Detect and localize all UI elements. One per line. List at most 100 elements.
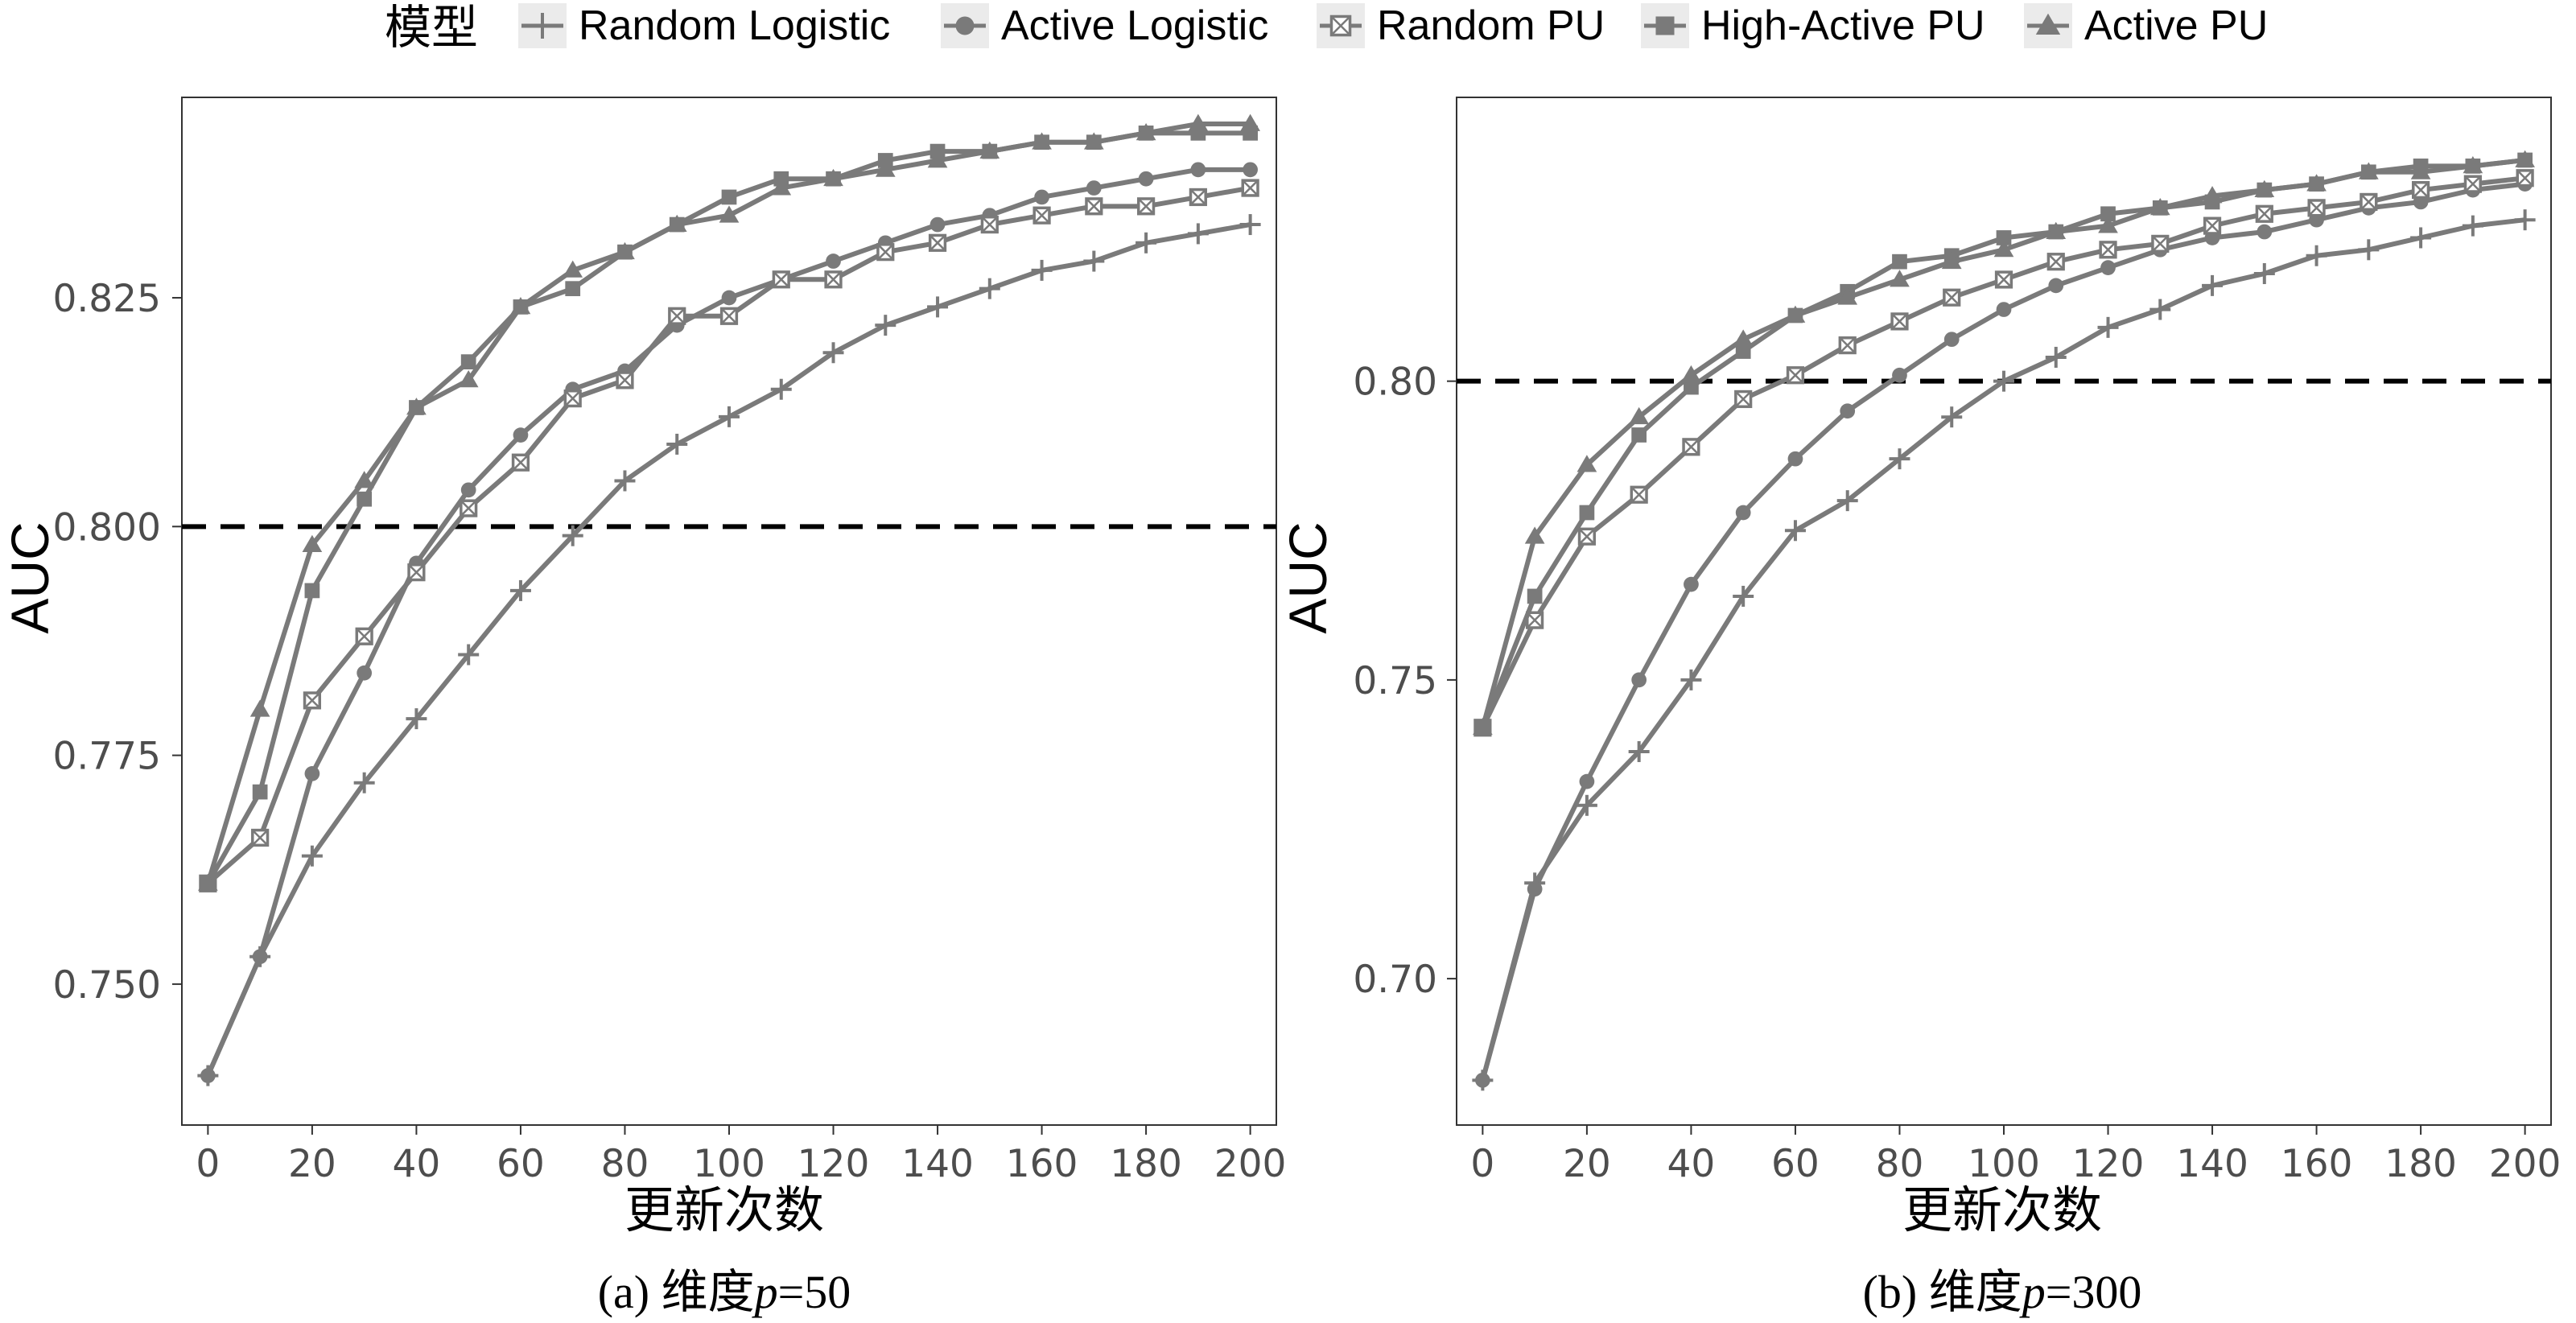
panel-b-point-active-pu	[1681, 365, 1701, 383]
panel-b-x-tick-label: 20	[1563, 1142, 1611, 1186]
panel-b-point-active-pu	[2358, 162, 2379, 179]
panel-b-point-random-logistic	[1733, 585, 1754, 607]
panel-b-point-active-pu	[2515, 150, 2535, 167]
panel-b-x-tick-label: 60	[1771, 1142, 1820, 1186]
panel-a-point-random-logistic	[301, 845, 323, 867]
panel-a-point-active-logistic	[1243, 162, 1258, 178]
panel-b-point-random-logistic	[1628, 740, 1650, 762]
panel-b-point-active-logistic	[1579, 773, 1595, 789]
panel-a-point-active-pu	[823, 168, 843, 187]
panel-a-plot-area: 0.750 0.775 0.800 0.825 0 20 40 60 80 100 120 140 16…	[52, 97, 1286, 1186]
panel-b-point-active-pu	[1785, 305, 1806, 323]
panel-a-point-random-pu	[876, 243, 895, 262]
panel-b-point-random-logistic	[2202, 274, 2224, 296]
panel-b-x-tick-label: 120	[2072, 1142, 2145, 1186]
panel-a-y-tick-label: 0.775	[52, 735, 161, 779]
panel-b-point-random-pu	[1577, 527, 1597, 546]
panel-a-caption-suffix: =50	[778, 1266, 851, 1318]
panel-a-point-random-pu	[460, 499, 478, 517]
panel-b-x-tick-label: 200	[2489, 1142, 2562, 1186]
panel-a-point-high-active-pu	[252, 784, 268, 800]
panel-b-point-active-pu	[1629, 406, 1650, 425]
panel-b-point-active-pu	[1577, 455, 1597, 472]
panel-b-y-tick-label: 0.80	[1353, 361, 1437, 405]
panel-b-point-random-logistic	[2410, 227, 2432, 249]
legend-item-random-pu: Random PU	[1317, 2, 1605, 49]
panel-a-point-active-pu	[1240, 113, 1260, 131]
panel-a-point-high-active-pu	[460, 354, 476, 369]
panel-a-point-random-logistic	[770, 378, 792, 400]
panel-b-point-active-logistic	[1527, 881, 1543, 897]
panel-a-x-tick-label: 120	[798, 1142, 870, 1186]
panel-a-point-active-pu	[666, 214, 687, 232]
panel-a-point-random-logistic	[1136, 232, 1157, 253]
panel-a-point-high-active-pu	[721, 189, 737, 205]
panel-a-point-active-logistic	[357, 665, 373, 681]
panel-b-point-high-active-pu	[1735, 344, 1751, 359]
panel-a-point-random-pu	[980, 215, 999, 234]
panel-a-x-axis-title: 更新次数	[624, 1181, 824, 1239]
panel-a-y-axis-title: AUC	[0, 521, 60, 633]
panel-a-point-high-active-pu	[357, 491, 373, 507]
panel-b-point-random-pu	[2411, 180, 2430, 200]
panel-a-x-tick-label: 20	[288, 1142, 336, 1186]
panel-b-point-active-pu	[1993, 239, 2014, 258]
panel-b-point-random-pu	[2516, 169, 2534, 188]
panel-a-point-active-pu	[198, 873, 218, 891]
panel-a-point-active-logistic	[1190, 162, 1206, 178]
legend-item-active-logistic: Active Logistic	[941, 2, 1268, 49]
panel-b-point-active-pu	[1733, 329, 1754, 347]
panel-b-y-tick-label: 0.75	[1353, 659, 1437, 703]
panel-b-caption: (b) 维度p=300	[1863, 1266, 2142, 1318]
panel-a-point-random-pu	[668, 307, 686, 325]
panel-b-point-random-pu	[1630, 485, 1648, 504]
panel-a: 0.750 0.775 0.800 0.825 0 20 40 60 80 100 120 140 16…	[0, 97, 1286, 1318]
legend-items: Random Logistic Active Logistic Random PU H…	[518, 2, 2268, 49]
panel-b-point-random-logistic	[2306, 245, 2327, 266]
panel-b-x-tick-label: 160	[2281, 1142, 2353, 1186]
panel-b-point-random-pu	[2307, 199, 2326, 217]
panel-a-point-active-logistic	[252, 949, 268, 965]
panel-b-point-active-logistic	[1996, 302, 2012, 317]
panel-a-point-random-logistic	[614, 470, 636, 492]
panel-a-point-active-logistic	[1034, 189, 1049, 205]
panel-b-point-random-pu	[1786, 366, 1805, 385]
legend-label-random-logistic: Random Logistic	[579, 2, 890, 49]
legend-key-filled-square-marker	[1655, 16, 1675, 35]
panel-a-point-random-pu	[251, 828, 270, 847]
panel-a-point-high-active-pu	[565, 281, 581, 297]
panel-a-point-random-logistic	[875, 315, 896, 336]
panel-a-point-random-pu	[563, 389, 582, 408]
panel-a-point-active-logistic	[513, 427, 529, 443]
panel-a-point-random-pu	[407, 563, 426, 582]
panel-b-point-high-active-pu	[1684, 379, 1699, 395]
panel-b-point-active-logistic	[2100, 260, 2116, 275]
panel-a-y-tick-label: 0.750	[52, 963, 161, 1008]
panel-a-point-random-logistic	[666, 433, 688, 455]
panel-a-point-random-pu	[772, 270, 790, 289]
panel-a-x-tick-label: 200	[1214, 1142, 1287, 1186]
panel-b-caption-suffix: =300	[2046, 1266, 2142, 1318]
panel-b-point-random-pu	[2203, 216, 2222, 235]
panel-a-x-tick-label: 180	[1110, 1142, 1182, 1186]
panel-b: 0.700.750.800 20 40 60 80 100 120 140 160 180 200 …	[1278, 97, 2561, 1318]
panel-a-point-active-logistic	[1138, 171, 1154, 187]
panel-b-point-active-pu	[1941, 251, 1962, 270]
panel-b-point-random-pu	[1943, 288, 1961, 307]
legend-label-active-logistic: Active Logistic	[1001, 2, 1268, 49]
panel-b-y-tick-label: 0.70	[1353, 958, 1437, 1002]
panel-a-point-random-logistic	[1239, 214, 1261, 236]
panel-a-point-random-pu	[1032, 206, 1051, 225]
panel-b-point-random-pu	[1890, 312, 1909, 331]
legend-key-filled-triangle-marker	[2035, 13, 2061, 35]
panel-a-point-random-pu	[928, 233, 947, 252]
panel-b-point-random-pu	[2099, 241, 2117, 259]
panel-a-point-random-logistic	[1187, 223, 1209, 245]
panel-b-plot-area: 0.70 0.75 0.80 0 20 40 60 80 100 120 140 160 180 200	[1353, 97, 2561, 1186]
panel-b-point-active-pu	[2254, 179, 2275, 197]
panel-b-point-random-logistic	[2149, 299, 2171, 320]
panel-a-point-random-pu	[355, 627, 373, 645]
panel-a-point-random-logistic	[719, 406, 740, 427]
panel-a-series-active-pu	[198, 113, 1260, 891]
panel-b-point-active-logistic	[1684, 576, 1699, 592]
